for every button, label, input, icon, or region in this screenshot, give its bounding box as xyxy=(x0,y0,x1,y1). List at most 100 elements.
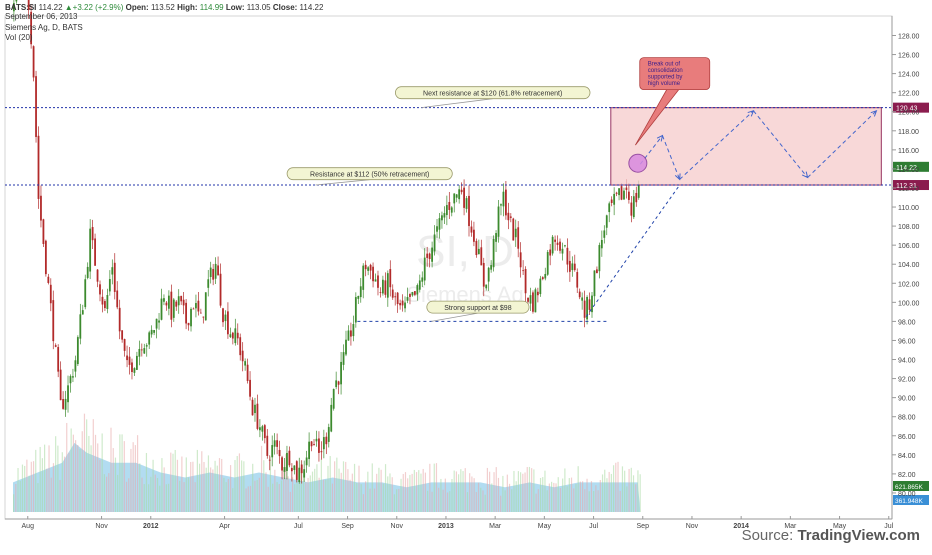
volume-bar xyxy=(382,483,384,512)
x-tick-label: 2013 xyxy=(438,523,454,530)
volume-bar xyxy=(225,482,227,512)
volume-bar xyxy=(522,473,524,512)
volume-bar xyxy=(24,465,26,512)
y-tick-label: 106.00 xyxy=(898,243,920,250)
candle-body xyxy=(571,263,574,271)
candle-body xyxy=(396,292,399,305)
volume-bar xyxy=(420,473,422,512)
candle-body xyxy=(413,291,416,295)
volume-bar xyxy=(502,475,504,512)
candle-body xyxy=(468,195,470,227)
volume-bar xyxy=(194,482,196,512)
volume-bar xyxy=(570,477,573,512)
last-price-label-box xyxy=(893,161,929,172)
volume-bar xyxy=(83,413,86,512)
volume-bar xyxy=(336,457,338,512)
annotation-text: Next resistance at $120 (61.8% retraceme… xyxy=(423,91,562,98)
candle-body xyxy=(527,297,529,302)
volume-bar xyxy=(453,470,455,512)
volume-bar xyxy=(358,465,360,512)
volume-bar xyxy=(438,487,440,512)
candles xyxy=(13,0,640,484)
annotation-pointer xyxy=(315,179,370,186)
candle-body xyxy=(315,438,318,442)
volume-bar xyxy=(356,482,358,512)
volume-bar xyxy=(285,454,287,512)
volume-bar xyxy=(500,495,502,512)
candle-body xyxy=(541,277,544,280)
candle-body xyxy=(207,279,210,288)
volume-bar xyxy=(504,490,506,512)
candle-body xyxy=(158,320,160,323)
volume-bar xyxy=(637,470,639,512)
candle-body xyxy=(352,324,355,337)
volume-bar xyxy=(165,484,167,512)
candle-body xyxy=(485,284,488,289)
candle-body xyxy=(529,295,532,304)
volume-bar xyxy=(68,452,70,512)
annotation-box xyxy=(394,86,591,100)
candle-body xyxy=(62,399,64,409)
candle-body xyxy=(549,249,552,256)
candle-body xyxy=(318,438,320,453)
overlays: 120.43 112.31 114.22 621.865K 361.948K Next r… xyxy=(5,57,929,505)
volume-bar xyxy=(427,490,429,512)
annotation-pointer xyxy=(431,312,479,322)
candle-body xyxy=(386,273,389,298)
candle-body xyxy=(482,262,485,287)
y-tick-label: 94.00 xyxy=(898,358,916,365)
y-tick-label: 114.00 xyxy=(898,167,919,174)
annotation-pointer xyxy=(421,98,493,109)
candle-body xyxy=(108,279,111,292)
candle-body xyxy=(76,337,79,365)
volume-bar xyxy=(17,468,19,512)
volume-bar xyxy=(207,455,210,512)
candle-body xyxy=(160,298,163,320)
candle-body xyxy=(136,355,138,370)
volume-bar xyxy=(201,451,203,512)
candle-body xyxy=(382,279,384,294)
volume-bar xyxy=(533,469,535,512)
candle-body xyxy=(490,265,493,270)
volume-bar xyxy=(595,485,597,512)
y-tick-label: 108.00 xyxy=(898,224,920,231)
x-tick-label: 2014 xyxy=(733,523,749,530)
volume-bar xyxy=(141,477,143,512)
volume-bar xyxy=(52,463,55,512)
volume-bar xyxy=(555,483,557,512)
candle-body xyxy=(172,299,175,318)
volume-bar xyxy=(245,488,247,512)
candle-body xyxy=(229,334,232,338)
candle-body xyxy=(170,291,173,320)
volume-label-box xyxy=(893,481,929,491)
candle-body xyxy=(615,192,618,194)
volume-bar xyxy=(159,485,161,512)
volume-bar xyxy=(174,449,176,512)
volume-bar xyxy=(316,464,318,512)
volume-bar xyxy=(615,462,617,512)
candle-body xyxy=(586,297,588,320)
volume-bar xyxy=(475,492,477,512)
x-tick-label: May xyxy=(833,523,847,530)
volume-bar xyxy=(156,478,159,512)
volume-bar xyxy=(387,476,389,512)
candle-body xyxy=(177,296,180,306)
y-tick-label: 86.00 xyxy=(898,434,916,441)
volume-bar xyxy=(402,473,404,512)
candle-body xyxy=(536,291,539,296)
candle-body xyxy=(332,388,335,409)
candle-body xyxy=(546,252,549,275)
volume-bar xyxy=(192,461,194,512)
volume-bar xyxy=(247,486,249,512)
volume-bar xyxy=(539,477,542,512)
volume-bar xyxy=(267,486,269,512)
candle-body xyxy=(583,300,586,318)
candle-body xyxy=(175,301,178,307)
volume-bar xyxy=(221,458,223,512)
x-tick-label: Aug xyxy=(22,523,35,530)
candle-body xyxy=(364,264,367,270)
annotation-box xyxy=(286,167,453,181)
candle-body xyxy=(13,3,15,12)
volume-bar xyxy=(32,461,35,512)
candle-body xyxy=(281,457,283,471)
